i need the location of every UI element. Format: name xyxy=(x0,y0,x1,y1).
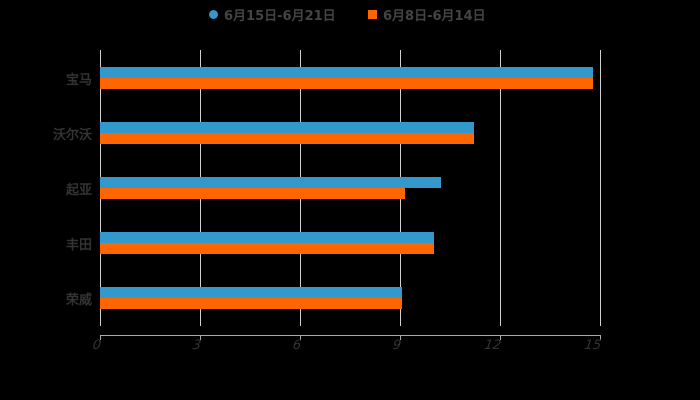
legend-square-icon xyxy=(368,9,377,19)
category-label-volvo: 沃尔沃 xyxy=(52,128,92,143)
category-label-kia: 起亚 xyxy=(65,183,92,198)
gridline xyxy=(600,50,601,326)
x-tick xyxy=(300,335,301,340)
x-tick xyxy=(100,335,101,340)
bar-bmw-jun8-14[interactable] xyxy=(100,78,593,89)
x-tick xyxy=(200,335,201,340)
x-tick xyxy=(400,335,401,340)
x-tick-label: 3 xyxy=(191,338,203,353)
bar-toyota-jun8-14[interactable] xyxy=(100,243,434,254)
legend-label: 6月8日-6月14日 xyxy=(383,8,486,24)
bar-volvo-jun15-21[interactable] xyxy=(100,122,474,133)
category-label-roewe: 荣威 xyxy=(65,293,92,308)
x-axis-line xyxy=(100,335,601,336)
bar-roewe-jun8-14[interactable] xyxy=(100,298,402,309)
bar-toyota-jun15-21[interactable] xyxy=(100,232,434,243)
gridline xyxy=(500,50,501,326)
chart-legend: 6月15日-6月21日 6月8日-6月14日 xyxy=(0,3,700,25)
category-label-bmw: 宝马 xyxy=(65,73,92,88)
category-label-toyota: 丰田 xyxy=(65,238,92,253)
legend-circle-icon xyxy=(209,9,218,19)
x-tick xyxy=(600,335,601,340)
x-tick-label: 12 xyxy=(483,338,503,353)
bar-kia-jun15-21[interactable] xyxy=(100,177,441,188)
x-tick-label: 15 xyxy=(583,338,603,353)
bar-bmw-jun15-21[interactable] xyxy=(100,67,593,78)
x-tick-label: 9 xyxy=(391,338,403,353)
bar-volvo-jun8-14[interactable] xyxy=(100,133,474,144)
x-tick-label: 0 xyxy=(91,338,103,353)
bar-roewe-jun15-21[interactable] xyxy=(100,287,402,298)
x-tick xyxy=(500,335,501,340)
legend-item-week-jun8-14[interactable]: 6月8日-6月14日 xyxy=(368,3,486,25)
legend-label: 6月15日-6月21日 xyxy=(224,8,336,24)
bar-kia-jun8-14[interactable] xyxy=(100,188,405,199)
x-tick-label: 6 xyxy=(291,338,303,353)
legend-item-week-jun15-21[interactable]: 6月15日-6月21日 xyxy=(209,3,336,25)
